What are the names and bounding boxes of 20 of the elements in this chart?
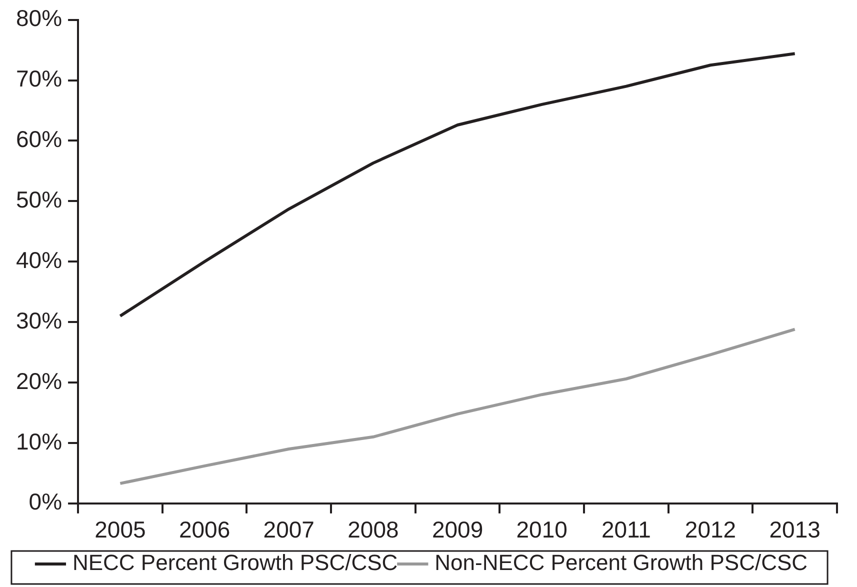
x-tick-label: 2011 [601, 516, 651, 543]
x-tick-label: 2008 [348, 516, 399, 543]
x-tick-label: 2005 [94, 516, 146, 543]
x-tick-label: 2013 [769, 516, 820, 543]
y-tick-label: 20% [16, 368, 62, 394]
legend-label: Non-NECC Percent Growth PSC/CSC [434, 550, 808, 576]
y-tick-label: 50% [16, 186, 62, 212]
legend-label: NECC Percent Growth PSC/CSC [72, 550, 398, 576]
y-tick-label: 60% [16, 126, 62, 152]
y-tick-label: 70% [16, 66, 62, 92]
x-tick-label: 2012 [684, 516, 736, 543]
y-tick-label: 40% [16, 246, 62, 273]
y-tick-label: 0% [28, 488, 62, 515]
x-tick-label: 2006 [178, 516, 230, 543]
y-tick-label: 30% [16, 307, 62, 334]
y-tick-label: 10% [16, 428, 62, 454]
x-tick-label: 2007 [263, 516, 314, 543]
x-tick-label: 2009 [432, 516, 484, 543]
x-tick-label: 2010 [516, 516, 568, 543]
y-tick-label: 80% [16, 5, 62, 32]
